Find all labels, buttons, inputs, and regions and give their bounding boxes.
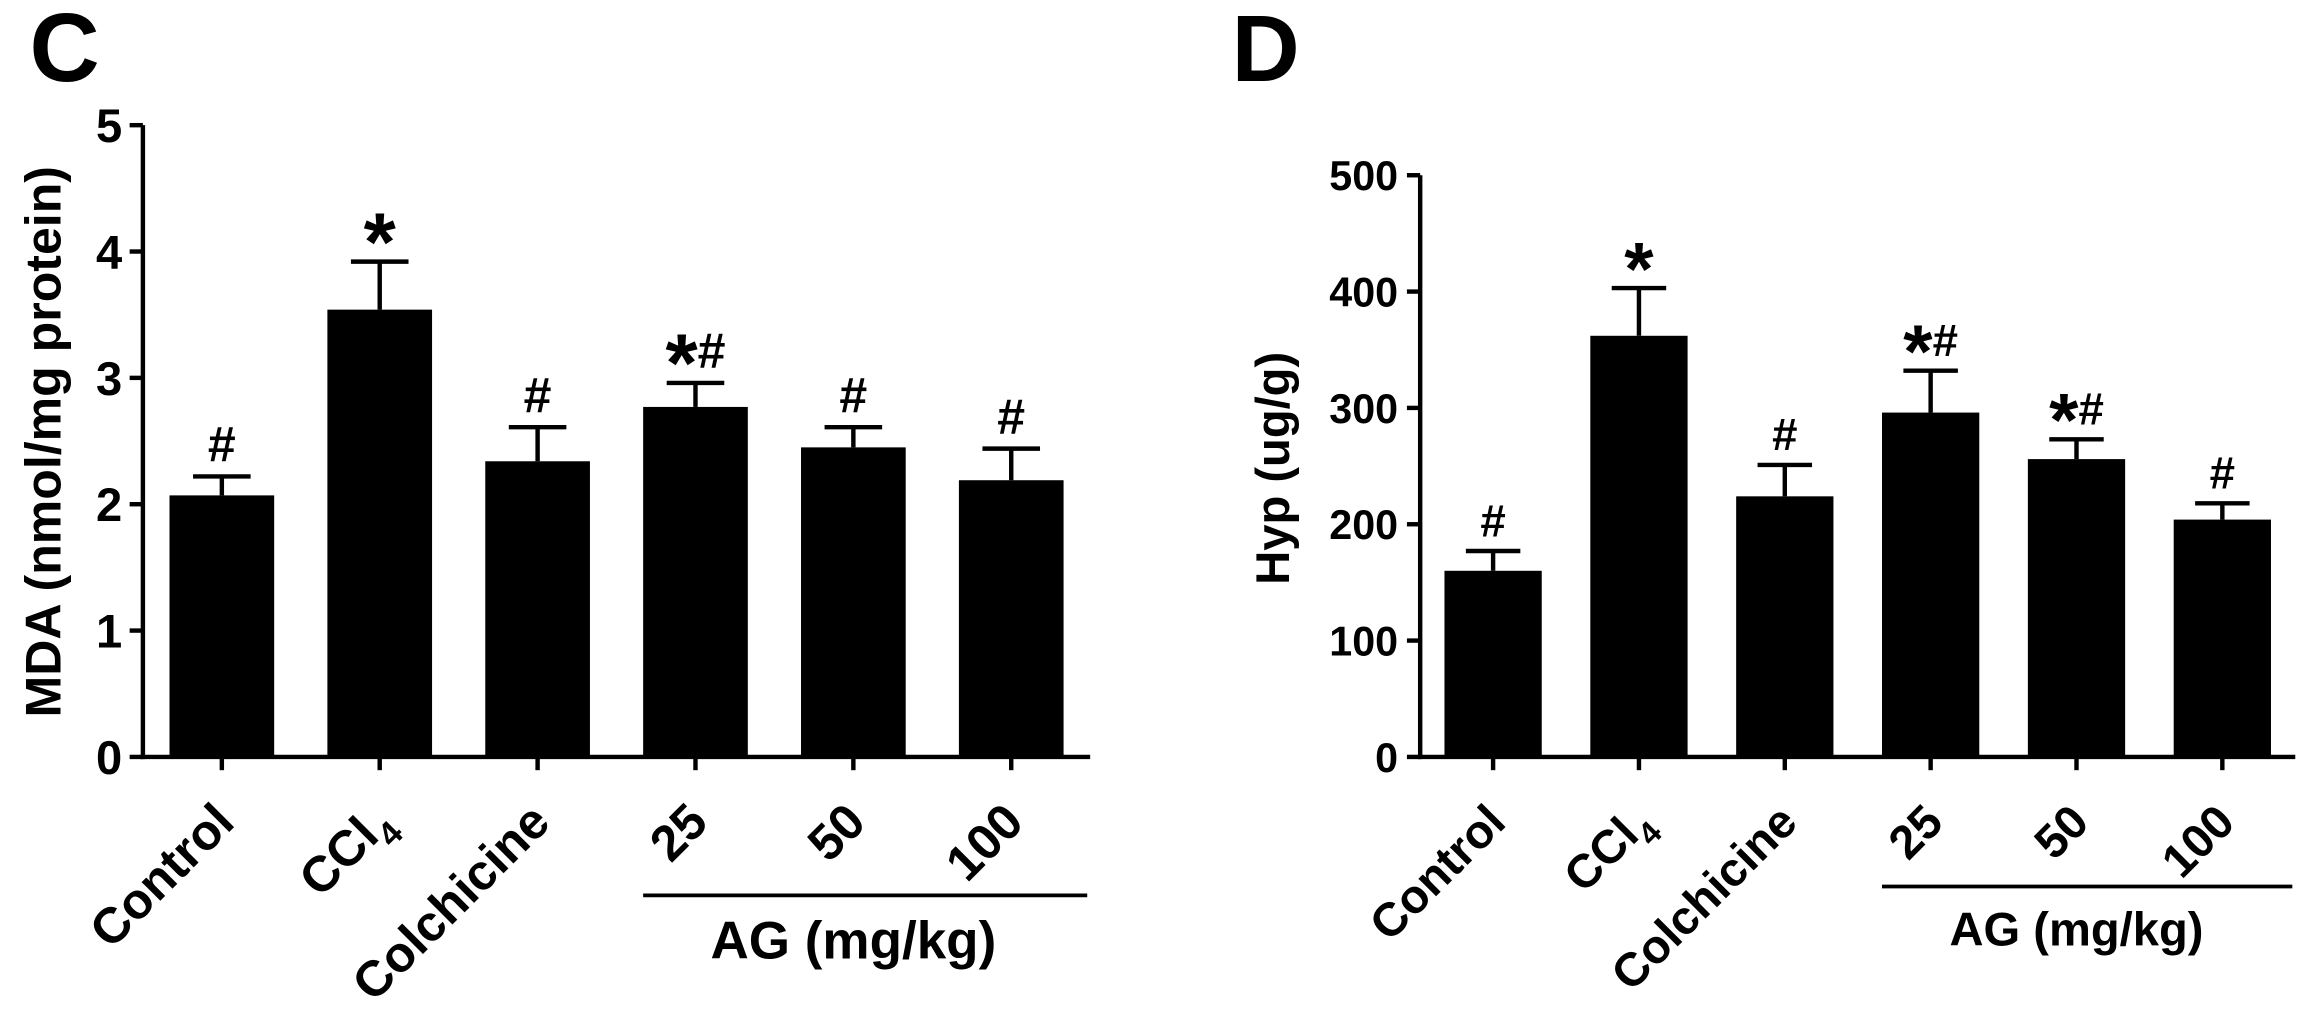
x-category-label-50: 50 [2024, 794, 2099, 869]
bar-colchicine [485, 461, 590, 757]
y-tick-label: 2 [96, 478, 122, 531]
y-tick-label: 5 [96, 99, 122, 152]
significance-marker-25: *# [1903, 309, 1958, 393]
x-category-label-ccl4: CCl4 [288, 793, 411, 915]
hash-marker: # [208, 417, 236, 473]
hash-marker: # [997, 389, 1025, 445]
panel-label: C [29, 0, 99, 102]
y-tick-label: 400 [1329, 269, 1398, 315]
y-tick-label: 0 [96, 731, 122, 784]
asterisk-marker: * [364, 195, 397, 288]
group-label: AG (mg/kg) [1949, 902, 2203, 955]
x-category-label-25: 25 [1878, 794, 1953, 869]
bar-100 [958, 480, 1064, 757]
formula-main: CCl [288, 806, 389, 907]
significance-marker-50: *# [2049, 378, 2104, 462]
hash-marker: # [839, 367, 867, 423]
asterisk-marker: * [2049, 378, 2079, 462]
bar-100 [2173, 519, 2271, 757]
y-axis-label: Hyp (ug/g) [1246, 352, 1299, 585]
hash-marker: # [1772, 409, 1797, 460]
asterisk-marker: * [1903, 309, 1933, 393]
significance-marker-colchicine: # [1772, 409, 1797, 460]
significance-marker-control: # [1480, 495, 1505, 546]
hash-marker: # [2210, 448, 2235, 499]
formula-main: CCl [1553, 807, 1648, 902]
y-tick-label: 0 [1375, 735, 1398, 781]
significance-marker-control: # [208, 417, 236, 473]
panel-d-hyp-chart: D#Control*CCl4#Colchicine*#25*#50#100010… [1232, 0, 2296, 1000]
asterisk-marker: * [665, 317, 698, 410]
y-tick-label: 200 [1329, 502, 1398, 548]
x-category-label-100: 100 [935, 793, 1034, 892]
y-axis-label: MDA (nmol/mg protein) [15, 166, 71, 717]
significance-marker-ccl4: * [364, 195, 397, 288]
hash-marker: # [698, 323, 726, 379]
y-tick-label: 100 [1329, 618, 1398, 664]
panel-label: D [1232, 0, 1300, 101]
y-tick-label: 300 [1329, 386, 1398, 432]
y-tick-label: 1 [96, 605, 122, 658]
x-category-label-25: 25 [639, 793, 718, 872]
asterisk-marker: * [1624, 227, 1654, 311]
bar-colchicine [1736, 496, 1834, 757]
y-tick-label: 4 [96, 225, 122, 278]
x-category-label-ccl4: CCl4 [1553, 794, 1669, 909]
bar-control [169, 495, 275, 757]
x-category-label-100: 100 [2151, 794, 2244, 887]
significance-marker-colchicine: # [524, 367, 552, 423]
bar-ccl4 [1590, 335, 1688, 757]
panel-c-mda-chart: C#Control*CCl4#Colchicine*#25#50#1000123… [15, 0, 1091, 1011]
significance-marker-ccl4: * [1624, 227, 1654, 311]
bar-25 [1882, 412, 1980, 757]
x-category-label-control: Control [1359, 794, 1515, 950]
significance-marker-50: # [839, 367, 867, 423]
significance-marker-100: # [997, 389, 1025, 445]
bar-50 [2027, 459, 2126, 757]
significance-marker-25: *# [665, 317, 725, 410]
x-category-label-control: Control [79, 793, 244, 958]
group-label: AG (mg/kg) [710, 912, 996, 971]
bar-50 [801, 447, 906, 757]
hash-marker: # [1480, 495, 1505, 546]
hash-marker: # [524, 367, 552, 423]
significance-marker-100: # [2210, 448, 2235, 499]
bar-ccl4 [327, 309, 433, 757]
bar-25 [643, 406, 748, 757]
bar-control [1444, 570, 1542, 757]
hash-marker: # [1933, 315, 1958, 366]
hash-marker: # [2078, 384, 2103, 435]
y-tick-label: 500 [1329, 153, 1398, 199]
x-category-label-50: 50 [797, 793, 876, 872]
y-tick-label: 3 [96, 352, 122, 405]
